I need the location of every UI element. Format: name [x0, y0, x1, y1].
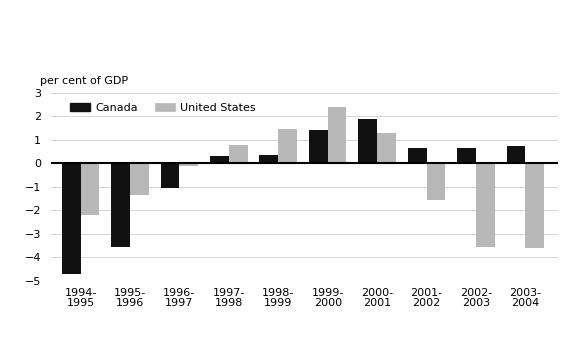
Bar — [229, 145, 248, 163]
Bar — [80, 163, 100, 215]
Bar — [328, 107, 346, 163]
Legend: Canada, United States: Canada, United States — [67, 99, 259, 116]
Bar — [130, 163, 149, 195]
Bar — [377, 133, 396, 163]
Text: Federal Budgetary Balances: Federal Budgetary Balances — [12, 16, 267, 31]
Bar — [476, 163, 495, 246]
Text: (Public Accounts Basis): (Public Accounts Basis) — [12, 44, 157, 57]
Bar — [507, 146, 525, 163]
Bar — [259, 155, 278, 163]
Bar — [112, 163, 130, 246]
Bar — [525, 163, 544, 248]
Bar — [309, 130, 328, 163]
Bar — [161, 163, 179, 188]
Bar — [179, 163, 198, 166]
Bar — [358, 119, 377, 163]
Bar — [457, 148, 476, 163]
Text: per cent of GDP: per cent of GDP — [40, 76, 128, 86]
Bar — [427, 163, 445, 200]
Bar — [278, 129, 297, 163]
Bar — [408, 148, 427, 163]
Bar — [62, 163, 80, 273]
Bar — [210, 156, 229, 163]
